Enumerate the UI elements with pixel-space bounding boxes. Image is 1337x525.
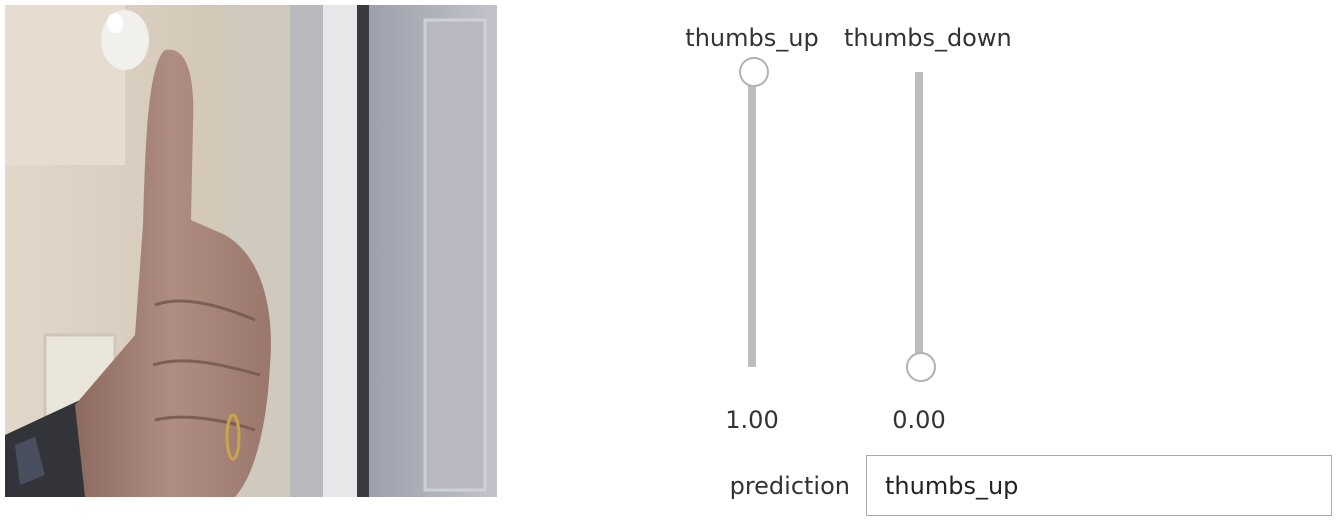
slider-track[interactable]	[906, 72, 936, 382]
slider-handle[interactable]	[739, 57, 769, 87]
slider-label: thumbs_down	[844, 24, 1012, 52]
slider-thumbs-up: thumbs_up 1.00	[677, 0, 827, 460]
webcam-image	[5, 5, 497, 497]
slider-value: 1.00	[725, 406, 779, 434]
prediction-label: prediction	[729, 472, 850, 500]
slider-label: thumbs_up	[685, 24, 819, 52]
slider-track[interactable]	[739, 57, 769, 367]
slider-handle[interactable]	[906, 352, 936, 382]
slider-thumbs-down: thumbs_down 0.00	[844, 0, 1012, 460]
slider-value: 0.00	[892, 406, 946, 434]
prediction-field[interactable]	[866, 455, 1332, 516]
